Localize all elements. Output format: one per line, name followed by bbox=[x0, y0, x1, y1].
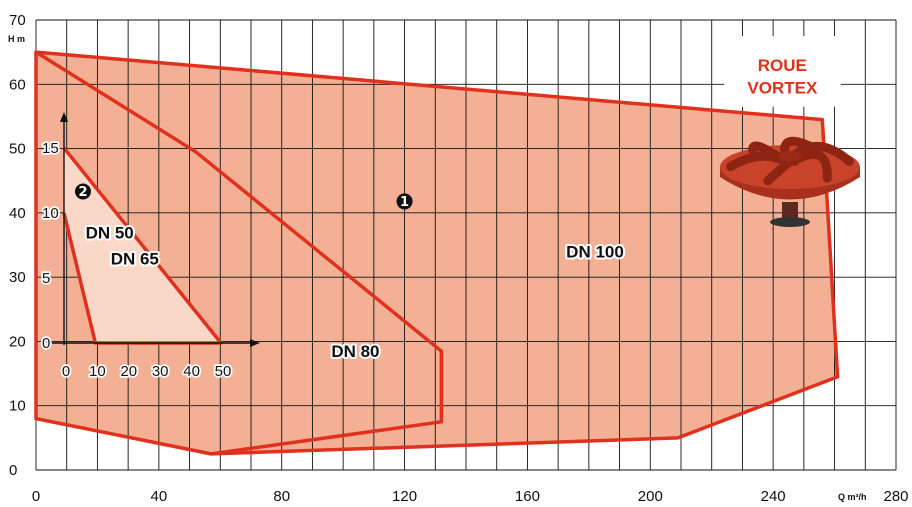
inset-badge-label: 2 bbox=[78, 185, 87, 200]
roue-vortex-label: ROUE bbox=[758, 56, 807, 75]
inset-badge-label-bg bbox=[74, 183, 91, 200]
inset-x-tick-label: 50 bbox=[215, 363, 232, 380]
inset-x-tick-label: 40 bbox=[183, 363, 200, 380]
x-tick-label: 40 bbox=[151, 488, 168, 505]
chart-boundaries bbox=[34, 50, 840, 456]
x-tick-label: 120 bbox=[392, 488, 417, 505]
impeller-vane bbox=[748, 141, 785, 163]
y-tick-label: 30 bbox=[9, 269, 26, 286]
y-tick-label: 40 bbox=[9, 205, 26, 222]
y-tick-label: 20 bbox=[9, 333, 26, 350]
inset-y-tick-label: 5 bbox=[42, 270, 50, 287]
inset-region-label: DN 50 bbox=[86, 224, 134, 243]
inset-x-arrow bbox=[250, 339, 260, 347]
impeller-disc-side bbox=[720, 167, 860, 200]
y-tick-label: 10 bbox=[9, 398, 26, 415]
vortex-impeller-image bbox=[720, 136, 860, 227]
x-tick-label: 160 bbox=[515, 488, 540, 505]
inset-y-tick-label: 10 bbox=[42, 205, 59, 222]
y-tick-label: 60 bbox=[9, 76, 26, 93]
inset-x-tick-label: 30 bbox=[152, 363, 169, 380]
x-tick-label: 280 bbox=[883, 488, 908, 505]
region-dn100-fill bbox=[36, 52, 838, 454]
region-label: DN 80 bbox=[331, 342, 379, 361]
badge-label-bg bbox=[396, 193, 413, 210]
region-dn80-outline bbox=[35, 50, 444, 456]
x-tick-label: 0 bbox=[32, 488, 40, 505]
impeller-center bbox=[778, 151, 802, 161]
badge-label: 1 bbox=[400, 195, 409, 210]
impeller-shaft bbox=[770, 217, 810, 227]
roue-vortex-box bbox=[724, 36, 841, 107]
inset-x-tick-label: 10 bbox=[89, 363, 106, 380]
inset-x-tick-label: 0 bbox=[62, 363, 70, 380]
region-dn100-outline bbox=[34, 50, 840, 456]
inset-x-tick-label: 20 bbox=[120, 363, 137, 380]
inset-y-tick-label: 0 bbox=[42, 335, 50, 352]
inset-region-label: DN 65 bbox=[111, 250, 159, 269]
x-tick-label: 240 bbox=[761, 488, 786, 505]
x-unit-label: Q m³/h bbox=[838, 492, 867, 502]
region-label: DN 100 bbox=[566, 242, 624, 261]
inset-chart bbox=[52, 112, 260, 347]
impeller-vane bbox=[795, 149, 832, 183]
y-unit-label: H m bbox=[8, 34, 25, 44]
x-tick-label: 80 bbox=[273, 488, 290, 505]
inset-y-tick-label: 15 bbox=[42, 140, 59, 157]
y-tick-label: 0 bbox=[9, 462, 17, 479]
y-tick-label: 70 bbox=[9, 12, 26, 29]
roue-vortex-label: VORTEX bbox=[747, 79, 818, 98]
y-tick-label: 50 bbox=[9, 141, 26, 158]
chart-fills bbox=[36, 52, 838, 454]
impeller-vane bbox=[790, 141, 854, 166]
x-tick-label: 200 bbox=[638, 488, 663, 505]
inset-y-arrow bbox=[60, 112, 68, 122]
